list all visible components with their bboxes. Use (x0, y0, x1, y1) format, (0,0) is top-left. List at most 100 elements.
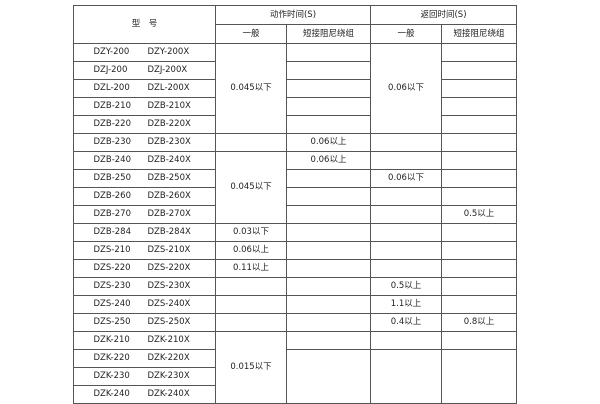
model-name: DZS-240 (93, 299, 131, 309)
model-name: DZS-220 (93, 263, 131, 273)
return-short-damping-cell (441, 187, 517, 206)
action-short-damping-cell (286, 187, 371, 206)
model-name: DZK-230 (93, 371, 130, 381)
model-name: DZK-220X (147, 353, 190, 363)
action-general-cell: 0.06以上 (215, 241, 287, 260)
action-short-damping-cell (286, 169, 371, 188)
return-general-cell: 0.5以上 (370, 277, 442, 296)
action-general-cell (215, 277, 287, 296)
return-short-damping-cell (441, 169, 517, 188)
model-name: DZB-250X (147, 173, 191, 183)
action-general-cell: 0.045以下 (215, 151, 287, 224)
table-row: DZB-220 DZB-220X (73, 115, 517, 134)
table-row: DZB-230 DZB-230X 0.06以上 (73, 133, 517, 152)
model-name: DZS-210 (93, 245, 131, 255)
model-cell: DZB-284 DZB-284X (73, 223, 216, 242)
model-name: DZB-260X (147, 191, 191, 201)
model-cell: DZK-210 DZK-210X (73, 331, 216, 350)
return-general-cell (370, 349, 442, 404)
return-general-cell (370, 241, 442, 260)
model-cell: DZL-200 DZL-200X (73, 79, 216, 98)
action-short-damping-cell (286, 79, 371, 98)
return-general-cell (370, 223, 442, 242)
table-row: DZS-210 DZS-210X 0.06以上 (73, 241, 517, 260)
model-name: DZY-200X (147, 47, 190, 57)
header-model: 型 号 (73, 5, 216, 44)
action-short-damping-cell (286, 295, 371, 314)
table-row: DZS-250 DZS-250X 0.4以上 0.8以上 (73, 313, 517, 332)
action-short-damping-cell (286, 313, 371, 332)
model-cell: DZS-220 DZS-220X (73, 259, 216, 278)
model-name: DZK-210X (147, 335, 190, 345)
return-short-damping-cell (441, 241, 517, 260)
model-cell: DZY-200 DZY-200X (73, 43, 216, 62)
model-cell: DZK-220 DZK-220X (73, 349, 216, 368)
return-short-damping-cell (441, 43, 517, 62)
model-cell: DZB-240 DZB-240X (73, 151, 216, 170)
model-name: DZB-220X (147, 119, 191, 129)
model-name: DZB-284 (93, 227, 132, 237)
model-name: DZY-200 (93, 47, 130, 57)
return-general-cell (370, 133, 442, 152)
return-general-cell (370, 331, 442, 350)
model-cell: DZS-240 DZS-240X (73, 295, 216, 314)
model-cell: DZS-230 DZS-230X (73, 277, 216, 296)
header-return-general: 一般 (370, 24, 442, 44)
table-row: DZJ-200 DZJ-200X (73, 61, 517, 80)
table-row: DZY-200 DZY-200X 0.045以下 0.06以下 (73, 43, 517, 134)
action-general-cell (215, 295, 287, 314)
table-row: DZS-220 DZS-220X 0.11以上 (73, 259, 517, 278)
action-short-damping-cell (286, 331, 371, 350)
return-general-cell: 0.4以上 (370, 313, 442, 332)
return-short-damping-cell (441, 79, 517, 98)
table-row: DZK-210 DZK-210X 0.015以下 (73, 331, 517, 404)
model-name: DZK-220 (93, 353, 130, 363)
action-short-damping-cell (286, 349, 371, 404)
header-return-time: 返回时间(S) (370, 5, 517, 25)
return-general-cell: 1.1以上 (370, 295, 442, 314)
table-row: DZB-240 DZB-240X 0.045以下 0.06以上 (73, 151, 517, 224)
relay-timing-table: 型 号 动作时间(S) 返回时间(S) 一般 短接阻尼绕组 一般 短接阻尼绕组 … (73, 5, 517, 404)
model-name: DZL-200X (147, 83, 190, 93)
model-name: DZJ-200 (93, 65, 128, 75)
return-short-damping-cell (441, 349, 517, 404)
model-name: DZK-240 (93, 389, 130, 399)
return-short-damping-cell: 0.5以上 (441, 205, 517, 224)
model-name: DZB-270 (93, 209, 132, 219)
return-general-cell (370, 187, 442, 206)
return-short-damping-cell (441, 223, 517, 242)
model-name: DZB-210 (93, 101, 132, 111)
action-short-damping-cell (286, 61, 371, 80)
header-action-general: 一般 (215, 24, 287, 44)
table-row: DZB-210 DZB-210X (73, 97, 517, 116)
model-name: DZB-220 (93, 119, 132, 129)
model-name: DZB-210X (147, 101, 191, 111)
return-general-cell (370, 259, 442, 278)
model-name: DZJ-200X (147, 65, 188, 75)
return-general-cell: 0.06以下 (370, 43, 442, 134)
action-short-damping-cell (286, 277, 371, 296)
action-short-damping-cell: 0.06以上 (286, 133, 371, 152)
model-cell: DZK-230 DZK-230X (73, 367, 216, 386)
model-name: DZS-230X (147, 281, 191, 291)
model-name: DZS-250 (93, 317, 131, 327)
table-row: DZS-230 DZS-230X 0.5以上 (73, 277, 517, 296)
header-return-short-damping: 短接阻尼绕组 (441, 24, 517, 44)
model-name: DZS-210X (147, 245, 191, 255)
action-short-damping-cell (286, 43, 371, 62)
action-short-damping-cell (286, 241, 371, 260)
model-cell: DZB-270 DZB-270X (73, 205, 216, 224)
return-general-cell (370, 151, 442, 170)
model-name: DZB-240 (93, 155, 132, 165)
action-short-damping-cell (286, 259, 371, 278)
action-general-cell: 0.045以下 (215, 43, 287, 134)
model-name: DZB-230X (147, 137, 191, 147)
table-row: DZL-200 DZL-200X (73, 79, 517, 98)
model-name: DZB-250 (93, 173, 132, 183)
return-short-damping-cell (441, 115, 517, 134)
table-row: DZB-284 DZB-284X 0.03以下 (73, 223, 517, 242)
action-short-damping-cell (286, 205, 371, 224)
return-short-damping-cell (441, 259, 517, 278)
action-general-cell (215, 133, 287, 152)
return-short-damping-cell (441, 331, 517, 350)
